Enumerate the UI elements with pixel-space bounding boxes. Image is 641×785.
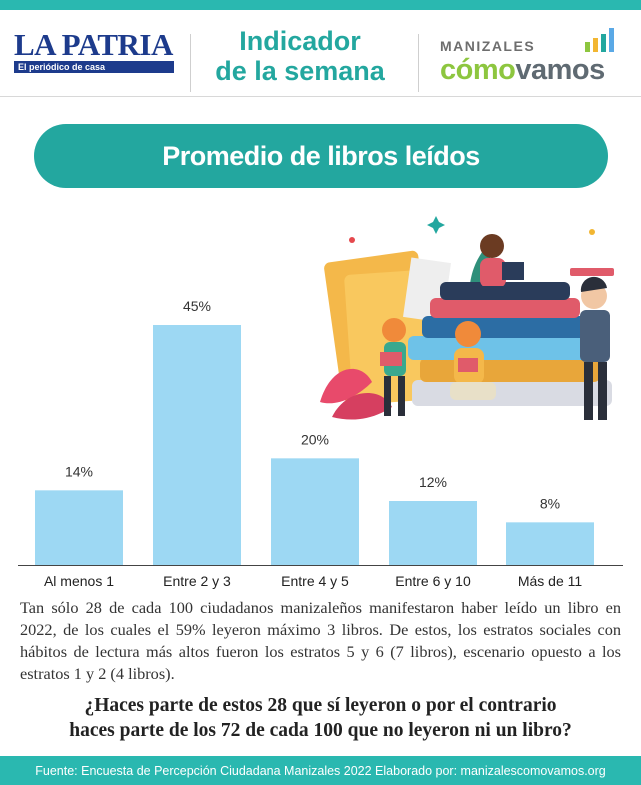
bar-chart: 14% Al menos 1 45% Entre 2 y 3 20% Entre 4 y …	[18, 298, 623, 589]
header-divider	[418, 34, 419, 92]
sparkle-icon	[349, 237, 355, 243]
reading-illustration	[320, 216, 614, 420]
header: LA PATRIA El periódico de casa Indicador…	[0, 10, 641, 97]
partner-vamos: vamos	[515, 54, 605, 86]
category-label-3: Entre 4 y 5	[281, 573, 349, 589]
value-label-3: 20%	[301, 431, 329, 447]
bar-1	[35, 490, 123, 565]
footer-source: Fuente: Encuesta de Percepción Ciudadana…	[0, 756, 641, 785]
value-label-1: 14%	[65, 463, 93, 479]
category-label-5: Más de 11	[518, 573, 583, 589]
sparkle-icon	[427, 216, 445, 234]
category-label-4: Entre 6 y 10	[395, 573, 471, 589]
title-banner: Promedio de libros leídos	[34, 124, 608, 188]
logo-tagline: El periódico de casa	[14, 61, 174, 73]
partner-line-2: cómovamos	[440, 54, 630, 86]
value-label-2: 45%	[183, 298, 211, 314]
header-divider	[190, 34, 191, 92]
indicator-line-1: Indicador	[239, 26, 361, 56]
partner-line-1: MANIZALES	[440, 38, 536, 54]
partner-como: cómo	[440, 54, 516, 86]
bar-chart-icon	[585, 28, 614, 52]
category-label-1: Al menos 1	[44, 573, 114, 589]
description-paragraph: Tan sólo 28 de cada 100 ciudadanos maniz…	[20, 598, 621, 683]
indicator-title: Indicador de la semana	[195, 26, 405, 86]
bar-4	[389, 501, 477, 565]
question-line-1: ¿Haces parte de estos 28 que sí leyeron …	[84, 695, 557, 716]
indicator-line-2: de la semana	[215, 56, 385, 86]
closing-question: ¿Haces parte de estos 28 que sí leyeron …	[10, 693, 631, 743]
value-label-4: 12%	[419, 474, 447, 490]
manizales-como-vamos-logo: MANIZALES cómovamos	[440, 38, 630, 86]
la-patria-logo: LA PATRIA El periódico de casa	[14, 27, 174, 73]
question-line-2: haces parte de los 72 de cada 100 que no…	[69, 720, 572, 741]
bar-2	[153, 325, 241, 565]
source-text: Fuente: Encuesta de Percepción Ciudadana…	[35, 763, 606, 778]
value-label-5: 8%	[540, 495, 560, 511]
bar-5	[506, 522, 594, 565]
top-accent-bar	[0, 0, 641, 10]
category-label-2: Entre 2 y 3	[163, 573, 231, 589]
sparkle-icon	[589, 229, 595, 235]
bar-3	[271, 458, 359, 565]
chart-title: Promedio de libros leídos	[162, 140, 480, 171]
logo-name: LA PATRIA	[14, 27, 173, 62]
